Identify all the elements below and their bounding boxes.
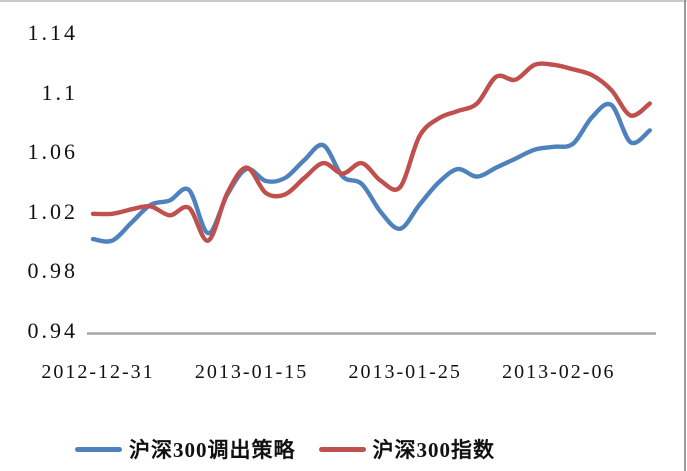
x-tick-label: 2013-01-25 — [348, 361, 462, 383]
x-tick-label: 2013-01-15 — [194, 361, 309, 383]
y-tick-label: 1.14 — [27, 20, 78, 45]
legend-item: 沪深300调出策略 — [75, 434, 296, 464]
line-series-index — [90, 61, 652, 243]
y-tick-label: 0.94 — [27, 318, 78, 343]
legend-label: 沪深300指数 — [372, 438, 495, 462]
y-tick-label: 0.98 — [27, 258, 78, 284]
legend-label: 沪深300调出策略 — [129, 438, 296, 462]
x-tick-label: 2012-12-31 — [41, 361, 155, 383]
legend-line-swatch — [75, 446, 122, 452]
x-tick-label: 2013-02-06 — [502, 361, 616, 383]
y-tick-label: 1.02 — [27, 198, 78, 224]
top-border — [0, 0, 687, 2]
y-tick-label: 1.06 — [27, 139, 78, 165]
y-tick-label: 1.1 — [41, 79, 78, 105]
legend: 沪深300调出策略 沪深300指数 — [75, 434, 518, 464]
right-border — [684, 0, 686, 471]
line-series-strategy — [90, 101, 652, 244]
legend-line-swatch — [318, 446, 366, 452]
legend-item: 沪深300指数 — [318, 434, 496, 464]
